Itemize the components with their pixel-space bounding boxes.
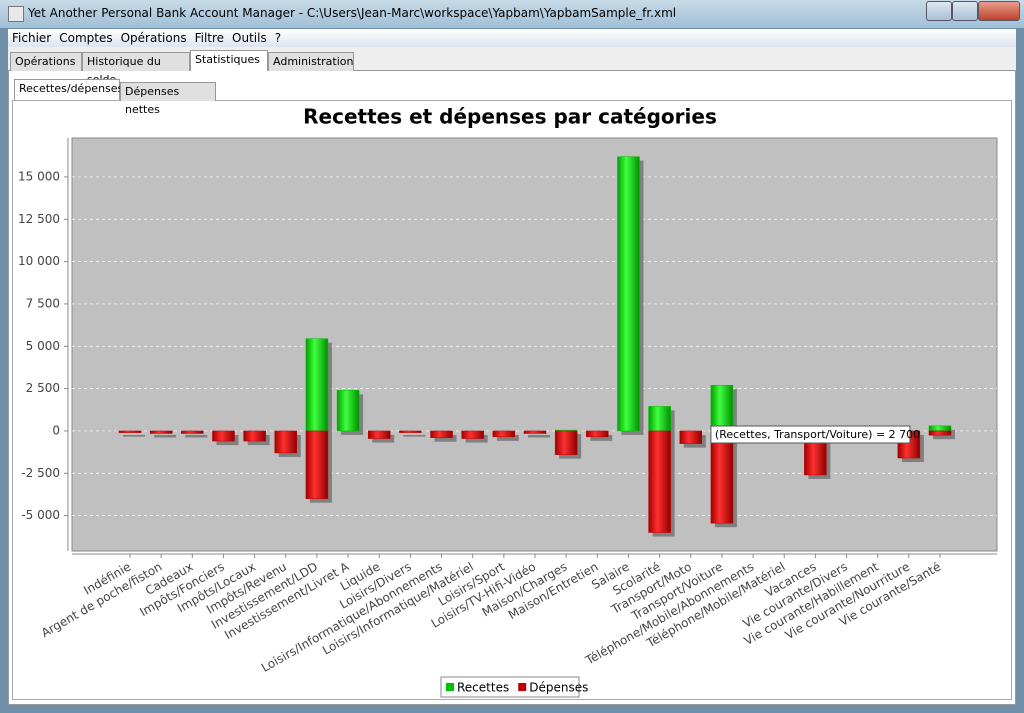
minimize-button[interactable] [926, 1, 952, 21]
bar [367, 430, 391, 439]
menu-item[interactable]: Comptes [59, 31, 113, 45]
subtab[interactable]: Dépenses nettes [120, 82, 216, 116]
tab[interactable]: Administration [268, 52, 354, 71]
y-tick-label: -5 000 [21, 508, 60, 522]
subtab[interactable]: Recettes/dépenses [14, 79, 123, 100]
y-tick-label: 10 000 [18, 254, 60, 268]
bar [181, 430, 204, 434]
bar [679, 430, 703, 444]
bar [399, 430, 422, 433]
window-title: Yet Another Personal Bank Account Manage… [28, 6, 677, 20]
legend-box [440, 676, 580, 698]
legend-swatch [446, 683, 454, 691]
menu-item[interactable]: Outils [232, 31, 267, 45]
y-tick-label: 5 000 [26, 339, 60, 353]
y-tick-label: 15 000 [18, 169, 60, 183]
menu-bar: Fichier Comptes Opérations Filtre Outils? [8, 29, 1016, 47]
close-button[interactable] [978, 1, 1020, 21]
bar [710, 430, 734, 524]
bar [118, 430, 142, 433]
bar [149, 430, 173, 434]
bar-shadow [528, 434, 550, 438]
menu-item[interactable]: ? [274, 31, 282, 45]
bar-shadow [403, 434, 426, 437]
menu-item[interactable]: Fichier [12, 31, 52, 45]
y-tick-label: -2 500 [21, 466, 60, 480]
bar [336, 390, 360, 432]
bar-shadow [933, 434, 955, 440]
bar [212, 430, 235, 442]
bar [523, 430, 547, 434]
bar [648, 406, 671, 432]
maximize-button[interactable] [952, 1, 978, 21]
x-tick-label: Argent de poche/fiston [39, 560, 165, 641]
bar-shadow [154, 434, 177, 438]
bar-shadow [185, 434, 208, 438]
y-tick-label: 12 500 [18, 212, 60, 226]
y-tick-label: 2 500 [26, 381, 60, 395]
bar-shadow [434, 434, 457, 442]
menu-item[interactable]: Opérations [120, 31, 187, 45]
tab[interactable]: Opérations [10, 52, 82, 71]
legend: Recettes Dépenses [440, 676, 588, 698]
bar [586, 430, 609, 438]
bar-shadow [123, 434, 145, 437]
bar [554, 430, 578, 455]
bar-shadow [496, 434, 519, 441]
tab[interactable]: Statistiques [190, 50, 268, 71]
bar [305, 430, 329, 499]
chart: Recettes et dépenses par catégories -5 0… [18, 105, 998, 698]
bar [430, 430, 453, 438]
bar [617, 156, 640, 432]
bar [274, 430, 298, 454]
tooltip-text: (Recettes, Transport/Voiture) = 2 700 [715, 428, 920, 441]
tooltip-box [710, 425, 911, 444]
bar [928, 425, 952, 432]
chart-title: Recettes et dépenses par catégories [303, 105, 717, 129]
bar [243, 430, 266, 442]
menu-item[interactable]: Filtre [194, 31, 225, 45]
bar [648, 430, 671, 533]
y-tick-label: 0 [52, 423, 60, 437]
tab[interactable]: Historique du solde [82, 52, 190, 86]
legend-label: Recettes [457, 681, 509, 695]
bar [710, 384, 734, 432]
bar [305, 338, 329, 432]
bar [461, 430, 484, 439]
legend-swatch [518, 683, 527, 691]
title-bar: Yet Another Personal Bank Account Manage… [0, 0, 1024, 28]
plot-area [71, 137, 998, 552]
bar-shadow [590, 434, 613, 441]
bar [492, 430, 516, 438]
bar [928, 430, 952, 436]
y-tick-label: 7 500 [26, 296, 60, 310]
legend-label: Dépenses [529, 681, 588, 695]
